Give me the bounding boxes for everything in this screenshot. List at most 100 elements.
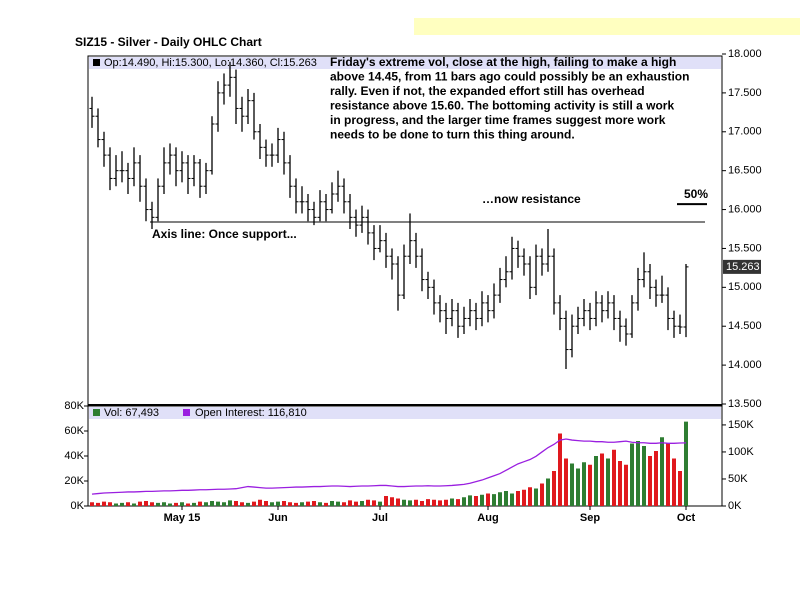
volume-bar xyxy=(366,499,370,506)
volume-bar xyxy=(636,441,640,506)
volume-bar xyxy=(174,502,178,506)
volume-bar xyxy=(456,499,460,506)
volume-bar xyxy=(642,446,646,506)
volume-bar xyxy=(450,498,454,506)
y-tick-label: 14.500 xyxy=(728,320,762,332)
volume-bar xyxy=(468,495,472,506)
volume-bar xyxy=(234,501,238,506)
volume-bar xyxy=(354,501,358,506)
commentary-line: Friday's extreme vol, close at the high,… xyxy=(330,55,676,69)
y-tick-label: 17.500 xyxy=(728,87,762,99)
volume-bar xyxy=(168,503,172,506)
volume-bar xyxy=(222,502,226,506)
x-tick-label: May 15 xyxy=(164,512,201,524)
volume-bar xyxy=(606,458,610,506)
volume-bar xyxy=(102,501,106,506)
volume-bar xyxy=(396,498,400,506)
volume-bar xyxy=(240,502,244,506)
volume-bar xyxy=(426,499,430,506)
volume-bar xyxy=(138,501,142,506)
volume-bar xyxy=(192,502,196,506)
volume-bar xyxy=(402,499,406,506)
y2-tick-label: 150K xyxy=(728,419,754,431)
volume-bar xyxy=(360,501,364,506)
volume-bar xyxy=(558,433,562,506)
volume-bar xyxy=(618,461,622,506)
resistance-note: …now resistance xyxy=(482,192,581,206)
banner xyxy=(414,18,800,35)
volume-bar xyxy=(474,496,478,506)
volume-bar xyxy=(180,502,184,506)
volume-bar xyxy=(600,453,604,506)
volume-bar xyxy=(282,501,286,506)
volume-bar xyxy=(318,502,322,506)
commentary-line: rally. Even if not, the expanded effort … xyxy=(330,84,645,98)
volume-bar xyxy=(96,502,100,506)
volume-bar xyxy=(420,501,424,506)
volume-bar xyxy=(312,501,316,506)
y-tick-label: 16.000 xyxy=(728,203,762,215)
volume-bar xyxy=(228,500,232,506)
volume-bar xyxy=(414,499,418,506)
volume-bar xyxy=(444,499,448,506)
volume-bar xyxy=(582,462,586,506)
volume-bar xyxy=(342,502,346,506)
volume-bar xyxy=(126,502,130,506)
commentary-line: resistance above 15.60. The bottoming ac… xyxy=(330,99,674,113)
volume-bar xyxy=(156,502,160,506)
price-legend-band xyxy=(89,57,721,69)
volume-bar xyxy=(660,437,664,506)
volume-bar xyxy=(204,502,208,506)
volume-bar xyxy=(408,500,412,506)
volume-bar xyxy=(648,456,652,506)
commentary-line: needs to be done to turn this thing arou… xyxy=(330,128,575,142)
volume-bar xyxy=(486,493,490,506)
volume-bar xyxy=(108,502,112,506)
y-tick-label: 40K xyxy=(64,450,84,462)
volume-bar xyxy=(210,501,214,506)
volume-legend-band xyxy=(89,407,721,419)
y-tick-label: 18.000 xyxy=(728,48,762,60)
volume-bar xyxy=(300,502,304,506)
volume-bar xyxy=(264,501,268,506)
x-tick-label: Jun xyxy=(268,512,288,524)
volume-bar xyxy=(594,456,598,506)
volume-bar xyxy=(132,503,136,506)
last-price-box xyxy=(723,259,761,274)
volume-bar xyxy=(324,502,328,506)
volume-bar xyxy=(306,501,310,506)
volume-bar xyxy=(504,491,508,506)
chart-title: SIZ15 - Silver - Daily OHLC Chart xyxy=(75,35,262,49)
volume-bar xyxy=(162,502,166,506)
volume-bar xyxy=(534,488,538,506)
y2-tick-label: 100K xyxy=(728,446,754,458)
commentary-line: in progress, and the larger time frames … xyxy=(330,113,666,127)
volume-bar xyxy=(480,494,484,506)
volume-bar xyxy=(576,468,580,506)
volume-bar xyxy=(252,501,256,506)
volume-bar xyxy=(258,499,262,506)
volume-bar xyxy=(510,493,514,506)
volume-bar xyxy=(384,496,388,506)
volume-bar xyxy=(276,501,280,506)
fifty-percent-label: 50% xyxy=(684,187,708,201)
x-tick-label: Jul xyxy=(372,512,388,524)
volume-panel xyxy=(87,405,723,507)
volume-bar xyxy=(570,463,574,506)
y-tick-label: 60K xyxy=(64,425,84,437)
y-tick-label: 17.000 xyxy=(728,126,762,138)
volume-bar xyxy=(246,502,250,506)
y-tick-label: 16.500 xyxy=(728,165,762,177)
volume-bar xyxy=(288,502,292,506)
support-note: Axis line: Once support... xyxy=(152,227,297,241)
price-panel xyxy=(87,55,723,407)
volume-bar xyxy=(588,464,592,506)
volume-bar xyxy=(498,492,502,506)
last-price-label: 15.263 xyxy=(726,261,760,273)
volume-bar xyxy=(522,489,526,506)
volume-bar xyxy=(114,503,118,506)
volume-bar xyxy=(492,494,496,506)
volume-bar xyxy=(348,500,352,506)
volume-bar xyxy=(294,502,298,506)
